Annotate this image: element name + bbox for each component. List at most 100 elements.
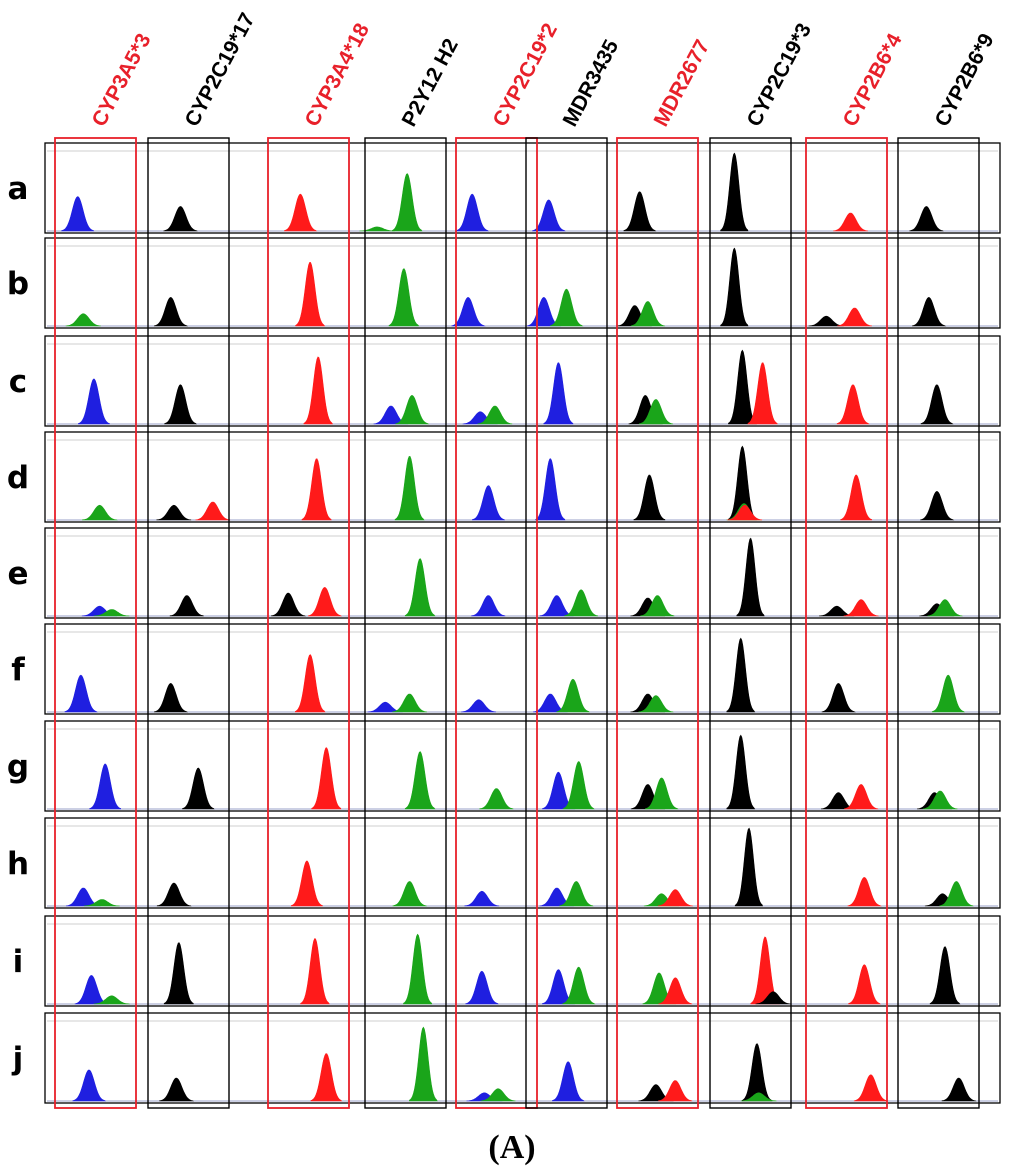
peak-black [808, 315, 844, 327]
peak-green [638, 399, 674, 425]
peak-red [658, 977, 693, 1005]
column-label: CYP2B6*9 [931, 30, 999, 130]
column-label: CYP3A4*18 [301, 19, 375, 130]
column-box [364, 137, 447, 1109]
peak-black [271, 592, 307, 617]
peak-blue [465, 970, 499, 1005]
row-label: h [7, 846, 29, 882]
peak-black [163, 942, 194, 1005]
peak-green [556, 678, 590, 713]
peak-red [747, 362, 778, 425]
highlight-column-box [54, 137, 137, 1109]
peak-blue [61, 196, 95, 232]
column-box [709, 137, 792, 1109]
peak-black [159, 1077, 195, 1102]
peak-green [395, 395, 430, 425]
peak-blue [539, 595, 574, 617]
column-label: CYP2B6*4 [839, 30, 907, 131]
row-frame [44, 817, 1001, 909]
peak-green [93, 995, 131, 1005]
peak-red [295, 262, 326, 327]
peak-blue [471, 485, 506, 521]
peak-green [480, 1088, 516, 1102]
peak-green [65, 313, 101, 327]
peak-green [477, 405, 513, 425]
row-frame [44, 237, 1001, 329]
peak-blue [78, 378, 110, 425]
peak-red [303, 356, 334, 425]
row-label: j [11, 1041, 24, 1077]
peak-green [640, 595, 675, 617]
row-label: i [13, 944, 24, 980]
peak-green [392, 693, 427, 713]
peak-red [284, 193, 318, 232]
peak-black [156, 882, 192, 907]
peak-green [479, 788, 514, 810]
peak-blue [460, 699, 497, 713]
peak-black [169, 595, 204, 617]
peak-green [638, 695, 674, 713]
peak-red [301, 458, 332, 521]
peak-red [727, 504, 763, 521]
row-frame [44, 527, 1001, 619]
row-frame [44, 623, 1001, 715]
row-label: c [9, 364, 27, 400]
peak-black [736, 537, 765, 617]
peak-black [728, 349, 757, 425]
peak-green [388, 268, 420, 327]
peak-green [404, 751, 436, 810]
peak-blue [464, 890, 500, 907]
peak-red [658, 1080, 693, 1102]
row-label: e [7, 556, 28, 592]
peak-green [93, 609, 130, 617]
peak-blue [471, 595, 506, 617]
peak-black [163, 206, 198, 232]
peak-green [630, 301, 666, 327]
column-label: MDR3435 [559, 36, 624, 131]
peak-green [927, 599, 963, 617]
peak-red [837, 307, 872, 327]
peak-green [403, 933, 433, 1005]
peak-black [623, 191, 657, 232]
column-label: CYP2C19*17 [181, 9, 260, 130]
highlight-boxes [54, 137, 980, 1109]
peak-green [83, 899, 120, 907]
peak-red [294, 654, 326, 713]
peak-red [848, 964, 881, 1005]
peak-black [941, 1077, 977, 1102]
peak-black [741, 1043, 773, 1102]
peak-green [559, 881, 594, 907]
peak-red [307, 587, 343, 617]
peak-black [912, 297, 947, 327]
row-frame [44, 1012, 1001, 1104]
peak-black [720, 152, 749, 232]
row-label: g [7, 749, 29, 785]
peak-black [726, 637, 756, 713]
row-label: b [7, 266, 29, 302]
peak-blue [551, 1061, 585, 1102]
peak-green [394, 456, 425, 521]
peak-red [840, 474, 873, 521]
peak-red [310, 1053, 343, 1102]
peak-green [550, 288, 584, 327]
peak-red [843, 599, 879, 617]
peak-red [844, 784, 879, 810]
peak-blue [535, 458, 566, 521]
peak-red [853, 1074, 888, 1102]
highlight-column-box [455, 137, 538, 1109]
peak-green [562, 966, 596, 1005]
peak-red [833, 212, 868, 232]
column-label: CYP2C19*3 [743, 20, 816, 131]
peak-red [311, 747, 342, 810]
row-label: f [11, 652, 25, 688]
peak-green [740, 1092, 777, 1102]
column-label: MDR2677 [650, 36, 715, 130]
peak-black [929, 946, 961, 1005]
peak-green [81, 504, 118, 521]
peak-green [922, 790, 958, 810]
peak-black [920, 384, 954, 425]
column-label: CYP2C19*2 [489, 20, 562, 131]
peak-green [392, 881, 427, 907]
column-label: CYP3A5*3 [88, 30, 156, 130]
